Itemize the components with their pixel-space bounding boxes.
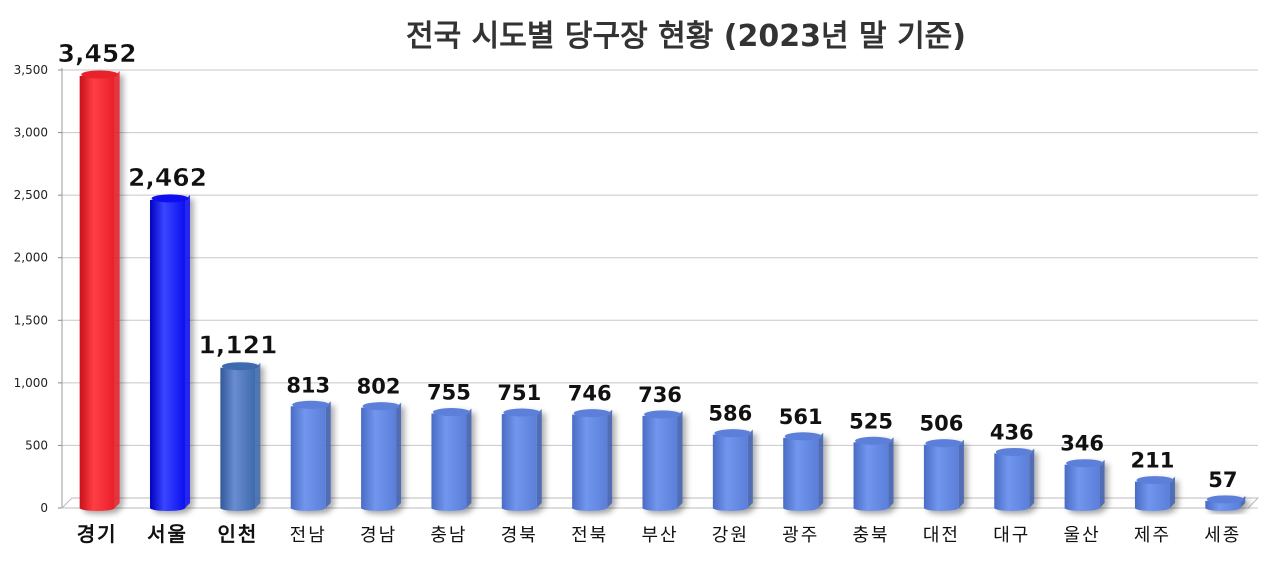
bar xyxy=(1134,476,1175,511)
bars xyxy=(79,70,1246,511)
bar xyxy=(783,432,824,511)
bar xyxy=(290,400,331,511)
bar xyxy=(642,410,683,511)
y-tick-label: 1,500 xyxy=(14,313,48,327)
data-label: 57 xyxy=(1208,468,1237,492)
data-label: 746 xyxy=(568,382,612,406)
data-label: 561 xyxy=(779,405,823,429)
x-tick-label: 울산 xyxy=(1064,525,1101,546)
x-tick-label: 서울 xyxy=(147,522,188,546)
y-axis-ticks: 0 500 1,000 1,500 2,000 2,500 3,000 3,500 xyxy=(14,63,48,515)
data-label: 1,121 xyxy=(198,331,277,360)
bar xyxy=(1064,459,1105,511)
y-tick-label: 3,500 xyxy=(14,63,48,77)
data-label: 506 xyxy=(919,412,963,436)
bar xyxy=(150,194,191,511)
chart-floor xyxy=(60,497,1260,509)
data-label: 755 xyxy=(427,381,471,405)
data-label: 346 xyxy=(1060,432,1104,456)
bar xyxy=(712,429,753,511)
x-tick-label: 세종 xyxy=(1204,525,1241,546)
x-tick-label: 경기 xyxy=(77,522,118,546)
x-tick-label: 경남 xyxy=(360,525,397,546)
data-label: 802 xyxy=(357,375,401,399)
bar xyxy=(994,447,1035,511)
bar xyxy=(79,70,120,511)
x-tick-label: 대전 xyxy=(923,525,960,546)
y-tick-label: 500 xyxy=(25,438,48,452)
x-axis-ticks: 경기 서울 인천 전남 경남 충남 경북 전북 부산 강원 광주 충북 대전 대구 울산 제주 세종 xyxy=(77,522,1241,546)
x-tick-label: 전남 xyxy=(290,525,327,546)
x-tick-label: 전북 xyxy=(571,525,608,546)
y-tick-label: 3,000 xyxy=(14,126,48,140)
grid-layer xyxy=(58,68,1260,509)
x-tick-label: 인천 xyxy=(217,522,258,546)
bar xyxy=(361,402,402,511)
bar xyxy=(853,436,894,511)
data-label: 2,462 xyxy=(128,163,207,192)
x-tick-label: 충북 xyxy=(852,525,889,546)
data-label: 813 xyxy=(286,373,330,397)
x-tick-label: 제주 xyxy=(1134,525,1171,546)
bar xyxy=(923,439,964,511)
y-tick-label: 2,500 xyxy=(14,188,48,202)
x-tick-label: 충남 xyxy=(430,525,467,546)
bar xyxy=(572,409,613,511)
data-labels: 3,452 2,462 1,121 813 802 755 751 746 736 586 561 5… xyxy=(57,39,1237,492)
data-label: 736 xyxy=(638,383,682,407)
x-tick-label: 광주 xyxy=(782,525,819,546)
y-tick-label: 0 xyxy=(40,501,48,515)
data-label: 436 xyxy=(990,420,1034,444)
y-tick-label: 2,000 xyxy=(14,251,48,265)
x-tick-label: 경북 xyxy=(501,525,538,546)
x-tick-label: 강원 xyxy=(712,525,749,546)
bar xyxy=(1205,495,1246,511)
bar xyxy=(220,362,261,511)
data-label: 3,452 xyxy=(58,39,137,68)
data-label: 751 xyxy=(497,381,541,405)
bar xyxy=(431,408,472,511)
chart-title: 전국 시도별 당구장 현황 (2023년 말 기준) xyxy=(406,19,966,54)
data-label: 525 xyxy=(849,409,893,433)
x-tick-label: 부산 xyxy=(641,525,678,546)
bar xyxy=(501,408,542,511)
x-tick-label: 대구 xyxy=(993,525,1030,546)
data-label: 211 xyxy=(1131,449,1175,473)
y-tick-label: 1,000 xyxy=(14,376,48,390)
data-label: 586 xyxy=(708,402,752,426)
